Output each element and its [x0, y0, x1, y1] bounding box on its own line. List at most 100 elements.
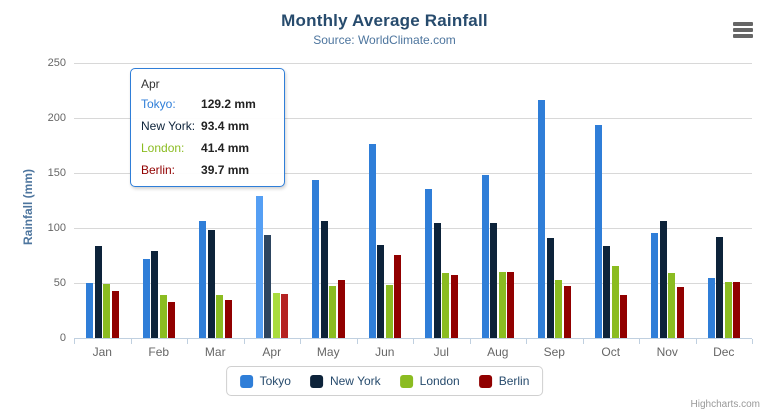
tooltip: Apr Tokyo: 129.2 mm New York: 93.4 mm London…	[130, 68, 285, 187]
gridline	[74, 228, 752, 229]
tooltip-series-label: London:	[141, 141, 185, 155]
column-new-york-jun[interactable]	[377, 245, 384, 339]
y-axis-label: 150	[47, 167, 66, 179]
legend-label: Tokyo	[259, 374, 291, 388]
column-tokyo-aug[interactable]	[481, 174, 489, 338]
x-axis-tick	[582, 339, 584, 344]
column-new-york-apr[interactable]	[264, 235, 271, 338]
column-london-apr[interactable]	[272, 292, 280, 338]
chart-title: Monthly Average Rainfall	[281, 11, 488, 30]
tooltip-header: Apr	[141, 77, 160, 91]
tooltip-series-label: Tokyo:	[141, 97, 176, 111]
column-berlin-feb[interactable]	[168, 301, 175, 338]
y-axis-label: 0	[59, 332, 66, 344]
legend-item-tokyo[interactable]: Tokyo	[239, 374, 291, 388]
column-london-nov[interactable]	[668, 272, 675, 338]
x-axis-label: Jun	[375, 345, 395, 359]
column-berlin-jun[interactable]	[394, 254, 401, 338]
column-new-york-oct[interactable]	[603, 246, 610, 338]
legend: Tokyo New York London Berlin	[225, 366, 544, 396]
column-tokyo-nov[interactable]	[651, 232, 658, 338]
gridline	[74, 173, 752, 174]
column-berlin-dec[interactable]	[733, 281, 740, 338]
column-london-dec[interactable]	[724, 281, 732, 338]
column-berlin-sep[interactable]	[563, 285, 571, 338]
column-new-york-nov[interactable]	[659, 220, 667, 338]
legend-item-berlin[interactable]: Berlin	[478, 374, 530, 388]
x-axis-label: Mar	[204, 345, 226, 359]
column-berlin-jan[interactable]	[111, 291, 119, 338]
column-new-york-mar[interactable]	[207, 229, 215, 338]
column-berlin-nov[interactable]	[676, 286, 684, 338]
x-axis-label: Aug	[487, 345, 509, 359]
column-new-york-jul[interactable]	[433, 222, 441, 338]
column-berlin-mar[interactable]	[224, 300, 232, 339]
legend-item-london[interactable]: London	[399, 374, 460, 388]
x-axis-tick	[469, 339, 471, 344]
column-tokyo-jul[interactable]	[425, 188, 432, 338]
column-london-jun[interactable]	[385, 284, 393, 338]
column-new-york-dec[interactable]	[716, 236, 723, 338]
column-new-york-may[interactable]	[320, 221, 328, 338]
column-tokyo-jan[interactable]	[86, 283, 93, 338]
tooltip-rows: Tokyo: 129.2 mm New York: 93.4 mm London: 41.…	[141, 97, 274, 177]
column-berlin-oct[interactable]	[620, 295, 627, 338]
x-axis-tick	[695, 339, 697, 344]
x-axis-label: Sep	[543, 345, 565, 359]
column-london-jul[interactable]	[442, 273, 449, 338]
column-london-may[interactable]	[329, 286, 336, 338]
tooltip-series-label: New York:	[141, 119, 196, 133]
column-berlin-aug[interactable]	[507, 271, 514, 338]
tooltip-series-label: Berlin:	[141, 163, 176, 177]
x-axis-label: Apr	[262, 345, 282, 359]
x-axis-label: May	[316, 345, 340, 359]
column-tokyo-jun[interactable]	[368, 144, 376, 338]
column-london-feb[interactable]	[159, 295, 167, 338]
legend-label: New York	[329, 374, 381, 388]
x-axis-label: Feb	[148, 345, 170, 359]
legend-label: London	[419, 374, 460, 388]
column-new-york-aug[interactable]	[490, 223, 497, 338]
column-london-oct[interactable]	[611, 266, 619, 338]
credits-link[interactable]: Highcharts.com	[690, 399, 760, 410]
y-axis-label: 100	[47, 222, 66, 234]
gridline	[74, 63, 752, 64]
tooltip-series-value: 41.4 mm	[201, 141, 250, 155]
y-axis-label: 250	[47, 57, 66, 69]
column-london-jan[interactable]	[103, 284, 110, 338]
column-tokyo-sep[interactable]	[538, 100, 545, 338]
column-tokyo-feb[interactable]	[142, 259, 150, 338]
x-axis-tick	[243, 339, 245, 344]
column-tokyo-may[interactable]	[312, 179, 319, 338]
column-tokyo-mar[interactable]	[199, 221, 206, 338]
x-axis-tick	[752, 339, 753, 344]
x-axis-tick	[187, 339, 188, 344]
tooltip-series-value: 39.7 mm	[201, 163, 250, 177]
gridline	[74, 283, 752, 284]
column-new-york-feb[interactable]	[151, 251, 158, 338]
column-tokyo-apr[interactable]	[255, 195, 263, 338]
column-tokyo-oct[interactable]	[594, 124, 602, 338]
column-berlin-apr[interactable]	[281, 294, 288, 338]
gridline	[74, 118, 752, 119]
x-axis-tick	[356, 339, 358, 344]
x-axis-label: Jul	[433, 345, 449, 359]
y-axis-label: 200	[47, 112, 66, 124]
x-axis-tick	[526, 339, 527, 344]
x-axis-tick	[639, 339, 640, 344]
x-axis-tick	[74, 339, 75, 344]
export-menu-button[interactable]	[731, 20, 759, 44]
column-london-aug[interactable]	[498, 272, 506, 338]
legend-label: Berlin	[498, 374, 530, 388]
column-berlin-may[interactable]	[337, 280, 345, 338]
column-tokyo-dec[interactable]	[707, 278, 715, 338]
x-axis-line	[74, 338, 752, 339]
legend-item-new-york[interactable]: New York	[309, 374, 381, 388]
x-axis-tick	[130, 339, 132, 344]
column-london-sep[interactable]	[555, 280, 562, 338]
column-london-mar[interactable]	[216, 294, 223, 338]
column-new-york-jan[interactable]	[94, 246, 102, 338]
column-berlin-jul[interactable]	[450, 274, 458, 338]
column-new-york-sep[interactable]	[546, 237, 554, 338]
